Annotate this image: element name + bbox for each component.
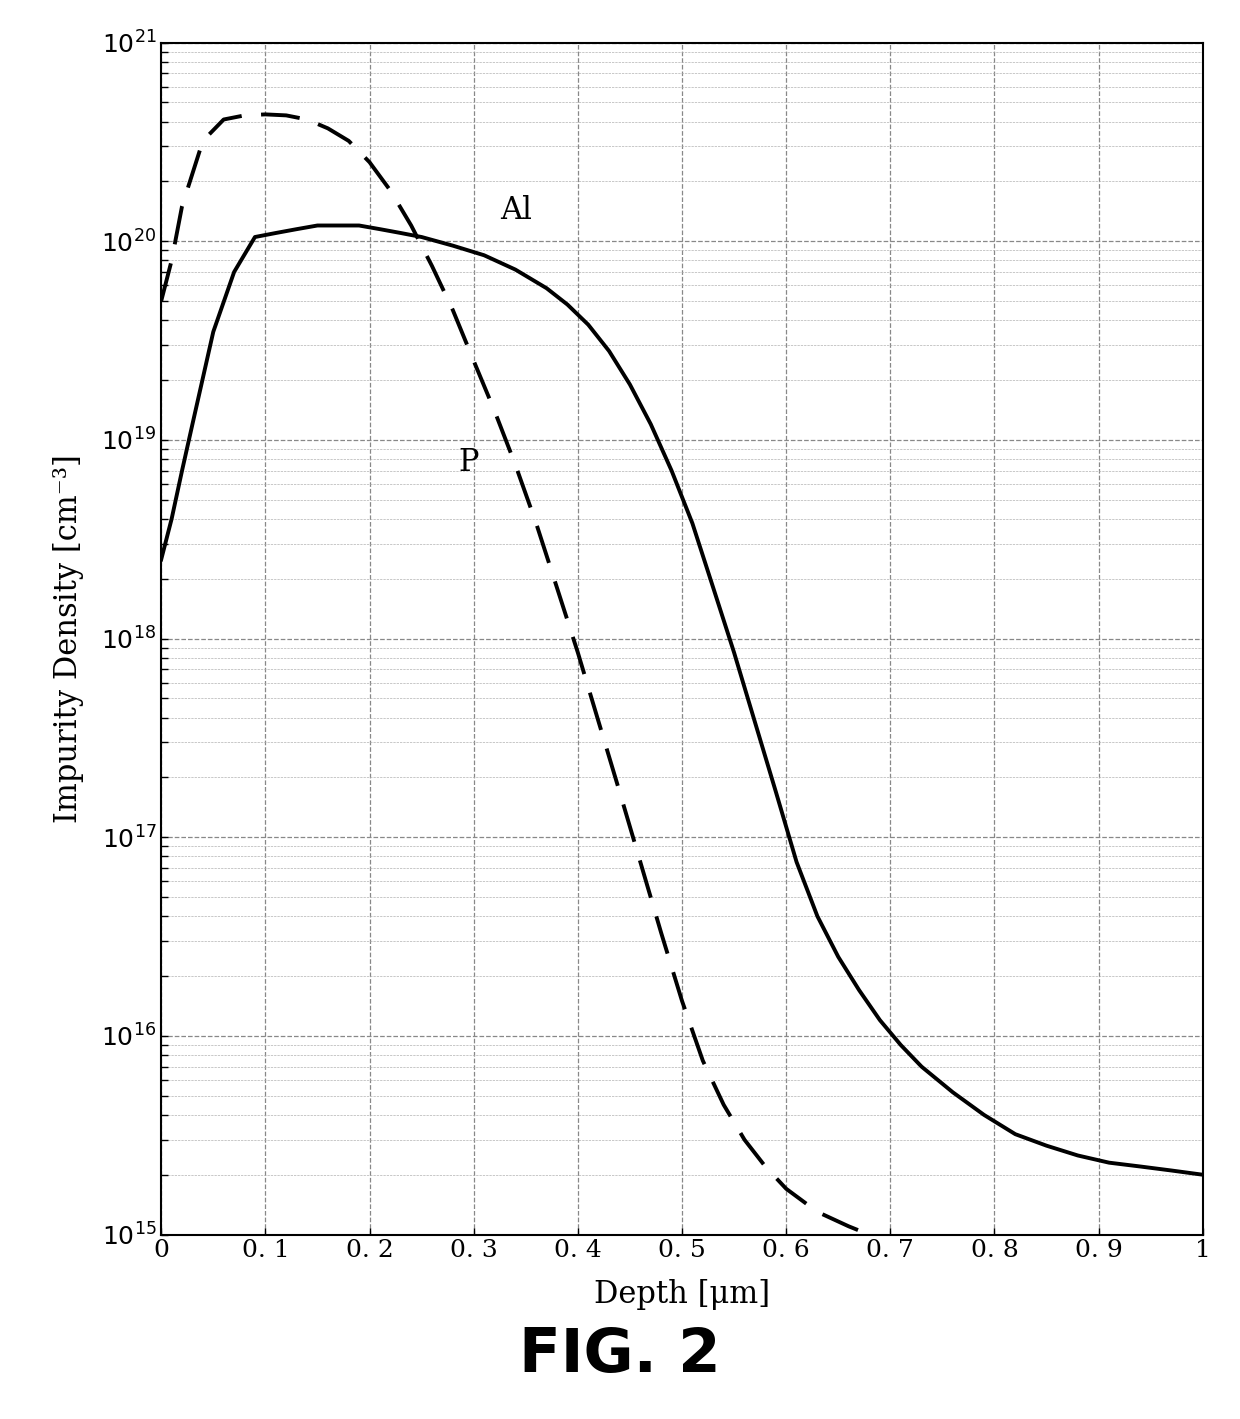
Text: P: P [458,447,479,478]
Text: FIG. 2: FIG. 2 [520,1325,720,1385]
Y-axis label: Impurity Density [cm⁻³]: Impurity Density [cm⁻³] [53,454,84,823]
X-axis label: Depth [μm]: Depth [μm] [594,1279,770,1310]
Text: Al: Al [500,194,532,226]
